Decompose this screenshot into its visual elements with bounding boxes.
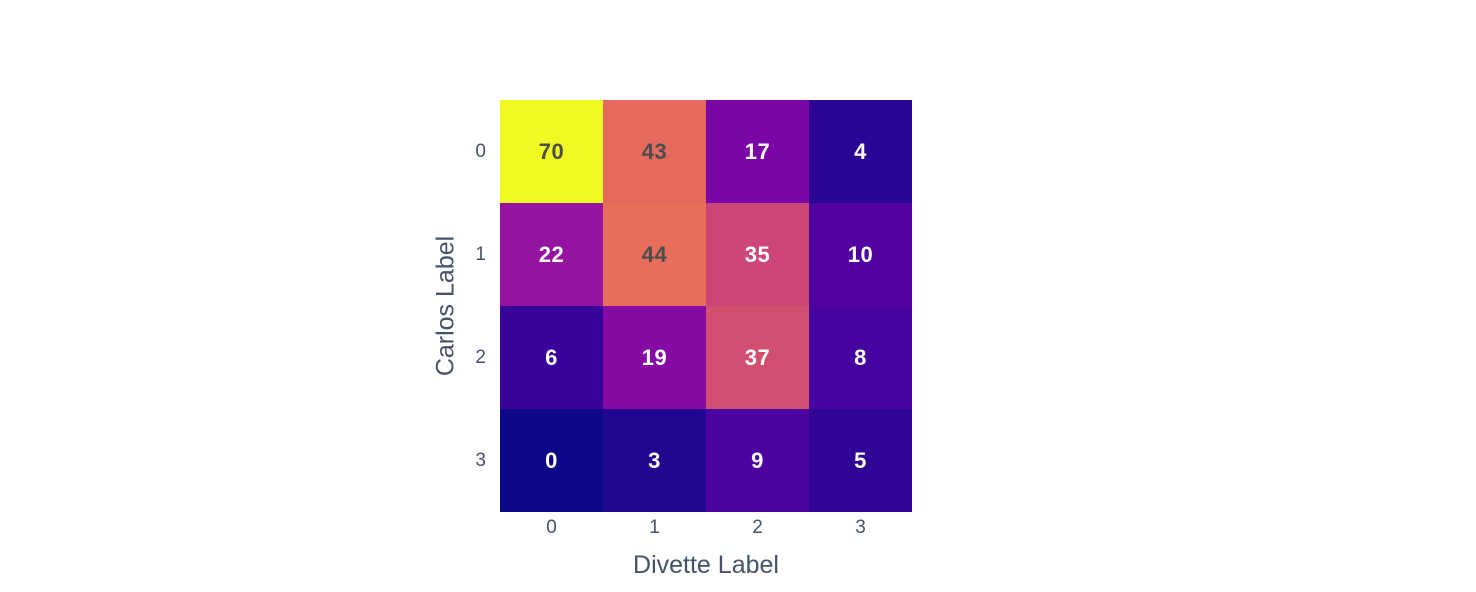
x-tick-2: 2	[752, 517, 763, 538]
heatmap-cell-r0c0[interactable]: 70	[500, 100, 603, 203]
x-tick-1: 1	[649, 517, 660, 538]
x-tick-3: 3	[855, 517, 866, 538]
y-tick-1: 1	[475, 243, 486, 265]
x-axis-title: Divette Label	[633, 551, 779, 579]
heatmap-cell-r0c3[interactable]: 4	[809, 100, 912, 203]
heatmap-cell-r1c2[interactable]: 35	[706, 203, 809, 306]
y-tick-0: 0	[475, 140, 486, 162]
heatmap-plot[interactable]: 70 43 17 4 22 44 35 10 6 19 37 8 0 3 9 5	[500, 100, 912, 512]
y-axis-title: Carlos Label	[431, 235, 460, 377]
heatmap-cell-r3c0[interactable]: 0	[500, 409, 603, 512]
heatmap-cell-r1c0[interactable]: 22	[500, 203, 603, 306]
heatmap-cell-r2c1[interactable]: 19	[603, 306, 706, 409]
heatmap-cell-r2c0[interactable]: 6	[500, 306, 603, 409]
heatmap-cell-r3c1[interactable]: 3	[603, 409, 706, 512]
heatmap-cell-r1c1[interactable]: 44	[603, 203, 706, 306]
heatmap-cell-r1c3[interactable]: 10	[809, 203, 912, 306]
y-axis: 0 1 2 3	[424, 100, 490, 512]
heatmap-cell-r3c3[interactable]: 5	[809, 409, 912, 512]
x-axis: 0 1 2 3	[500, 517, 912, 541]
heatmap-cell-r2c3[interactable]: 8	[809, 306, 912, 409]
y-tick-2: 2	[475, 346, 486, 368]
y-tick-3: 3	[475, 449, 486, 471]
heatmap-cell-r0c2[interactable]: 17	[706, 100, 809, 203]
heatmap-cell-r3c2[interactable]: 9	[706, 409, 809, 512]
x-tick-0: 0	[546, 517, 557, 538]
heatmap-cell-r2c2[interactable]: 37	[706, 306, 809, 409]
heatmap-cell-r0c1[interactable]: 43	[603, 100, 706, 203]
